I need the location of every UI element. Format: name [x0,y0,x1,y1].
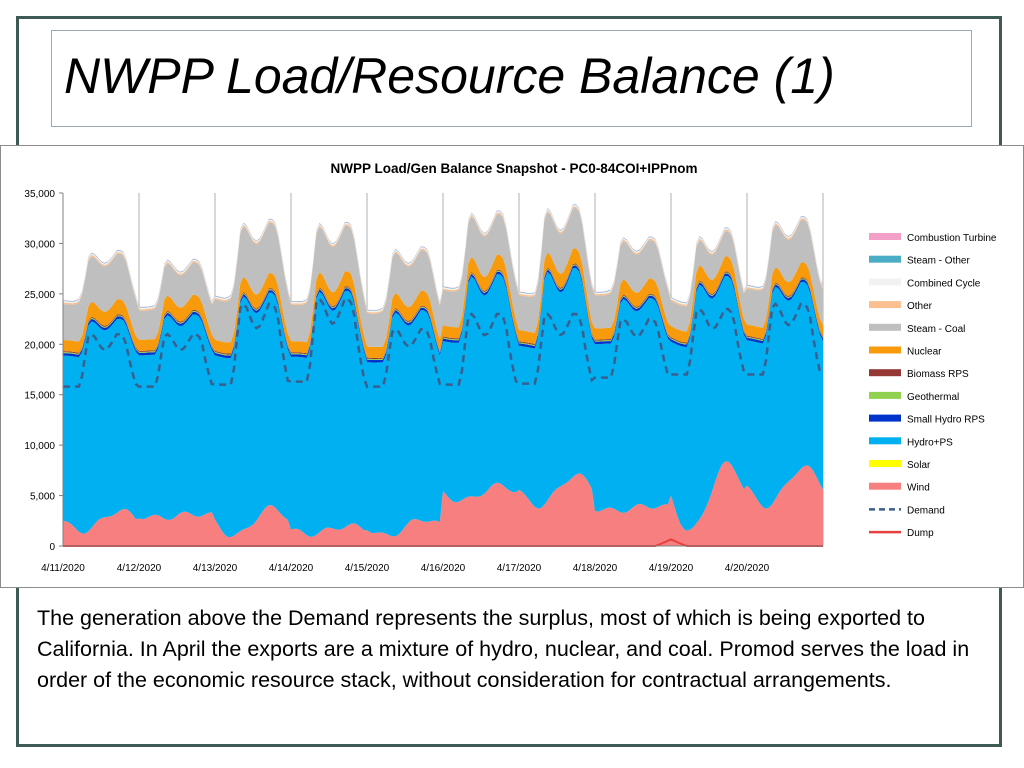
y-tick-label: 10,000 [24,441,55,452]
legend-item-hydro: Hydro+PS [869,437,953,448]
legend-label: Nuclear [907,347,942,358]
x-tick-label: 4/18/2020 [573,563,618,574]
legend-label: Small Hydro RPS [907,415,985,426]
y-tick-label: 30,000 [24,239,55,250]
legend-swatch [869,414,901,422]
caption-text: The generation above the Demand represen… [37,606,970,692]
legend-label: Geothermal [907,392,959,403]
legend-swatch [869,301,901,309]
area-wind [63,461,823,546]
y-tick-label: 35,000 [24,189,55,200]
legend-item-biomass: Biomass RPS [869,369,969,380]
legend-item-geothermal: Geothermal [869,391,959,403]
area-chart: NWPP Load/Gen Balance Snapshot - PC0-84C… [24,161,997,574]
legend-swatch [869,460,901,467]
axes: 0 5,000 10,000 15,000 20,000 25,000 30,000 35,0… [24,189,823,574]
legend-label: Other [907,301,933,312]
legend-item-nuclear: Nuclear [869,346,942,358]
slide-title: NWPP Load/Resource Balance (1) [64,48,835,104]
legend-label: Biomass RPS [907,369,969,380]
legend-label: Dump [907,528,934,539]
legend-swatch [869,482,901,490]
legend-swatch [869,391,901,399]
area-nuclear [63,248,823,358]
x-tick-label: 4/11/2020 [41,563,85,574]
y-tick-label: 0 [49,542,55,553]
legend-swatch [869,369,901,377]
legend-item-solar: Solar [869,460,931,471]
line-demand [63,296,824,388]
legend-swatch [869,437,901,445]
legend-swatch [869,323,901,331]
legend: Combustion Turbine Steam - Other Combined … [869,233,997,539]
legend-label: Steam - Coal [907,324,965,335]
legend-item-demand: Demand [869,505,945,516]
legend-item-small_hydro: Small Hydro RPS [869,414,985,426]
legend-item-coal: Steam - Coal [869,323,965,335]
y-tick-label: 15,000 [24,391,55,402]
legend-label: Combustion Turbine [907,233,997,244]
area-coal [63,208,823,347]
legend-label: Solar [907,460,931,471]
x-tick-label: 4/19/2020 [649,563,694,574]
x-tick-label: 4/17/2020 [497,563,542,574]
title-box: NWPP Load/Resource Balance (1) [51,30,972,127]
x-tick-label: 4/20/2020 [725,563,770,574]
legend-label: Combined Cycle [907,278,981,289]
legend-swatch [869,346,901,354]
legend-item-dump: Dump [869,528,934,539]
chart-title: NWPP Load/Gen Balance Snapshot - PC0-84C… [331,161,698,176]
legend-item-combined_cycle: Combined Cycle [869,278,981,289]
x-tick-label: 4/12/2020 [117,563,162,574]
x-tick-label: 4/15/2020 [345,563,390,574]
chart-container: NWPP Load/Gen Balance Snapshot - PC0-84C… [0,145,1024,588]
x-tick-label: 4/14/2020 [269,563,314,574]
y-tick-label: 25,000 [24,290,55,301]
legend-swatch [869,255,901,263]
x-tick-label: 4/13/2020 [193,563,238,574]
legend-label: Demand [907,505,945,516]
legend-swatch [869,278,901,286]
x-tick-label: 4/16/2020 [421,563,466,574]
legend-item-wind: Wind [869,482,930,494]
legend-label: Steam - Other [907,256,970,267]
legend-label: Wind [907,483,930,494]
legend-item-other: Other [869,301,933,312]
legend-label: Hydro+PS [907,437,953,448]
legend-swatch [869,233,901,240]
legend-item-combustion_turbine: Combustion Turbine [869,233,997,244]
legend-item-steam_other: Steam - Other [869,255,970,267]
y-tick-label: 20,000 [24,340,55,351]
y-tick-label: 5,000 [30,492,55,503]
